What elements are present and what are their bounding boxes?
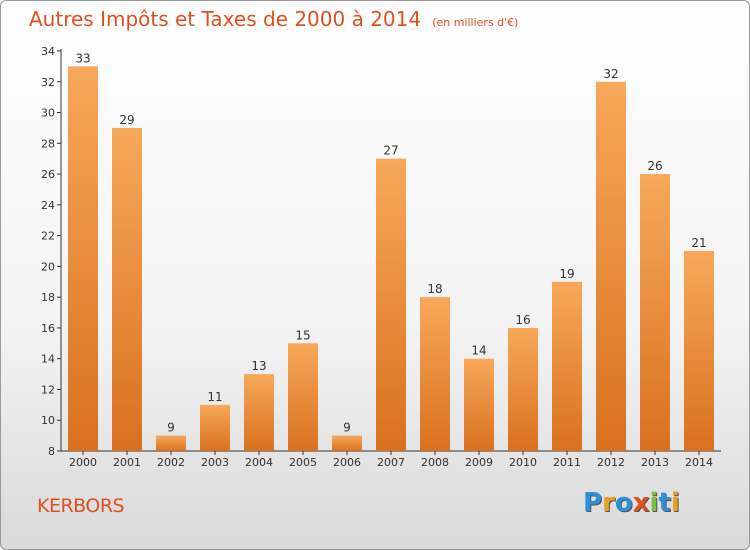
bar [200, 404, 230, 451]
data-label: 13 [251, 359, 266, 373]
data-label: 18 [427, 282, 442, 296]
data-label: 33 [75, 51, 90, 65]
x-tick-label: 2000 [69, 456, 97, 469]
bar [112, 127, 142, 451]
data-label: 11 [207, 390, 222, 404]
x-tick-label: 2012 [597, 456, 625, 469]
data-label: 15 [295, 328, 310, 342]
bar [156, 435, 186, 451]
bar [376, 158, 406, 451]
x-tick-label: 2014 [685, 456, 713, 469]
x-tick-label: 2001 [113, 456, 141, 469]
x-tick-label: 2013 [641, 456, 669, 469]
bar [332, 435, 362, 451]
x-tick-label: 2011 [553, 456, 581, 469]
commune-name: KERBORS [37, 495, 125, 517]
data-label: 9 [167, 421, 175, 435]
title-block: Autres Impôts et Taxes de 2000 à 2014 (e… [29, 7, 518, 31]
x-tick-label: 2007 [377, 456, 405, 469]
bar [244, 374, 274, 451]
chart-title: Autres Impôts et Taxes de 2000 à 2014 [29, 7, 422, 31]
y-tick-label: 22 [41, 230, 55, 243]
bar [464, 358, 494, 451]
bar [508, 327, 538, 451]
bar [420, 297, 450, 451]
bar [640, 174, 670, 452]
bar [552, 281, 582, 451]
y-tick-label: 10 [41, 414, 55, 427]
y-tick-label: 28 [41, 137, 55, 150]
y-tick-label: 12 [41, 383, 55, 396]
y-tick-label: 24 [41, 199, 55, 212]
y-tick-label: 32 [41, 76, 55, 89]
x-tick-label: 2002 [157, 456, 185, 469]
y-tick-label: 14 [41, 353, 55, 366]
y-tick-label: 34 [41, 45, 55, 58]
y-tick-label: 18 [41, 291, 55, 304]
data-label: 14 [471, 344, 486, 358]
data-label: 26 [647, 159, 662, 173]
chart-subtitle: (en milliers d'€) [432, 16, 519, 29]
x-tick-label: 2004 [245, 456, 273, 469]
bar [596, 81, 626, 452]
data-label: 19 [559, 267, 574, 281]
data-label: 32 [603, 67, 618, 81]
data-label: 29 [119, 113, 134, 127]
data-label: 27 [383, 144, 398, 158]
y-tick-label: 26 [41, 168, 55, 181]
data-label: 16 [515, 313, 530, 327]
y-tick-label: 16 [41, 322, 55, 335]
bar [68, 66, 98, 451]
bar [684, 251, 714, 451]
x-tick-label: 2010 [509, 456, 537, 469]
x-tick-label: 2009 [465, 456, 493, 469]
data-label: 9 [343, 421, 351, 435]
y-tick-label: 8 [48, 445, 55, 458]
y-tick-label: 30 [41, 107, 55, 120]
data-label: 21 [691, 236, 706, 250]
x-tick-label: 2003 [201, 456, 229, 469]
proxiti-logo: Proxiti [583, 488, 680, 518]
bar [288, 343, 318, 451]
x-tick-label: 2005 [289, 456, 317, 469]
x-tick-label: 2006 [333, 456, 361, 469]
y-tick-label: 20 [41, 260, 55, 273]
x-tick-label: 2008 [421, 456, 449, 469]
